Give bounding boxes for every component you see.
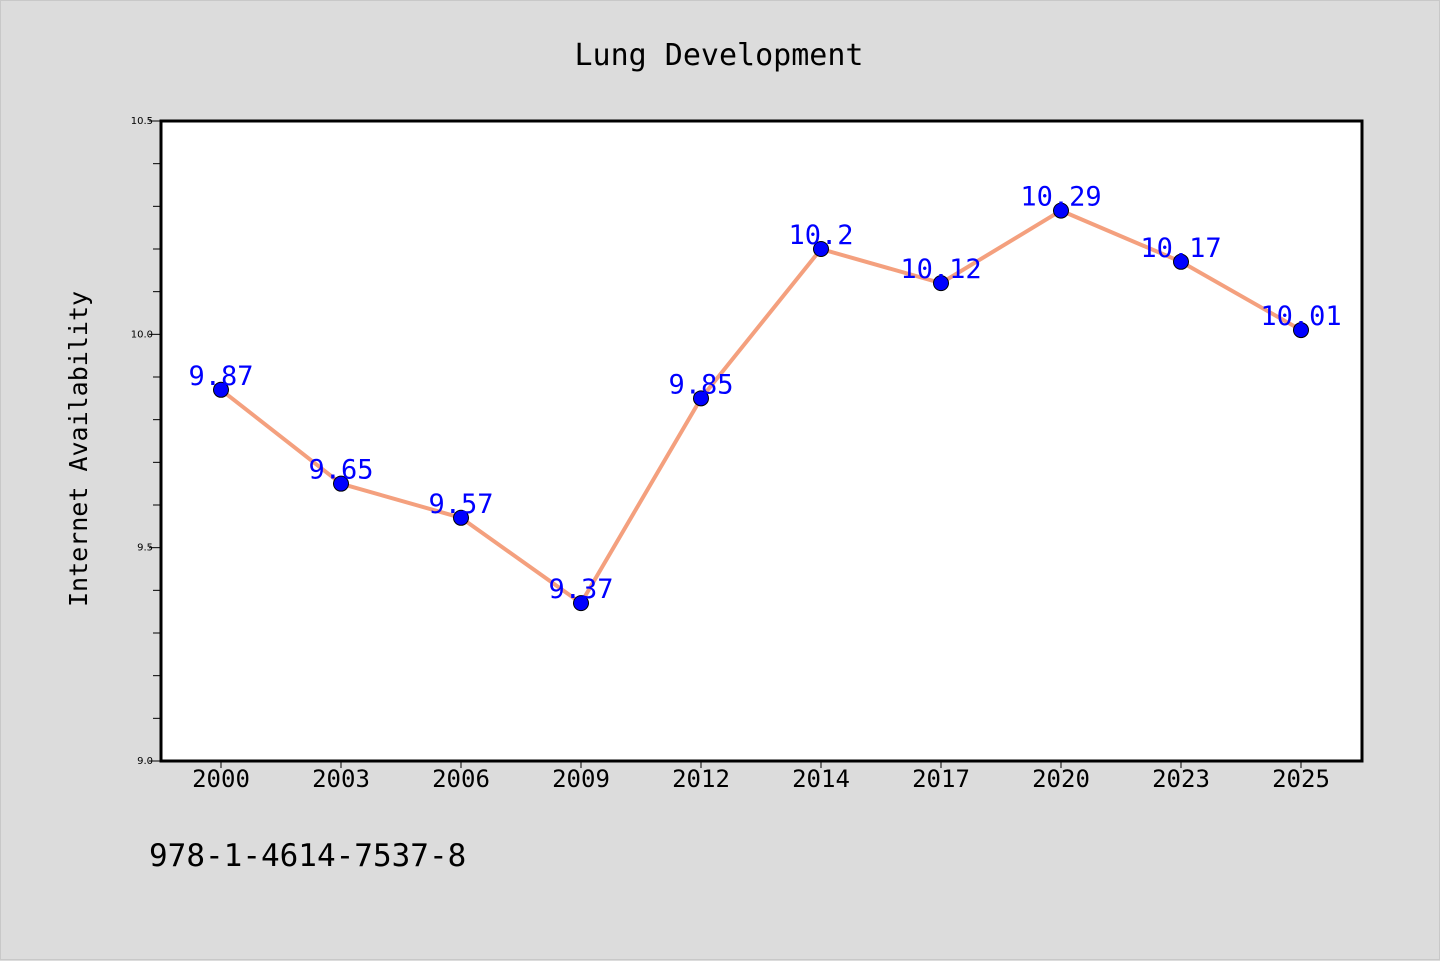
x-tick-label: 2009 <box>552 765 610 793</box>
data-label: 9.57 <box>428 489 493 520</box>
x-tick-label: 2020 <box>1032 765 1090 793</box>
plot-area <box>161 121 1362 761</box>
series-markers <box>213 202 1309 612</box>
data-label: 9.65 <box>308 455 373 486</box>
data-point <box>1173 253 1189 270</box>
y-tick-label: 9.5 <box>137 543 153 554</box>
y-tick-label: 10.5 <box>131 116 153 127</box>
data-labels: 9.87 9.65 9.57 9.37 9.85 10.2 10.12 10.29 10.17 1… <box>188 182 1341 606</box>
x-tick-label: 2006 <box>432 765 490 793</box>
data-point <box>1293 322 1309 339</box>
data-point <box>333 475 349 492</box>
data-label: 9.37 <box>548 574 613 605</box>
data-point <box>813 241 829 257</box>
data-label: 10.29 <box>1020 182 1101 213</box>
data-point <box>573 595 589 612</box>
y-tick-label: 10.0 <box>131 329 153 340</box>
data-point <box>693 390 709 407</box>
y-axis-ticks: 9.0 9.5 10.0 10.5 <box>131 116 161 767</box>
data-label: 10.01 <box>1260 301 1341 332</box>
x-tick-label: 2023 <box>1152 765 1210 793</box>
data-label: 9.87 <box>188 361 253 392</box>
data-label: 9.85 <box>668 369 733 400</box>
data-label: 10.12 <box>900 254 981 285</box>
x-tick-label: 2012 <box>672 765 730 793</box>
x-tick-label: 2000 <box>192 765 250 793</box>
x-tick-label: 2025 <box>1272 765 1330 793</box>
y-tick-label: 9.0 <box>137 756 153 767</box>
data-label: 10.2 <box>788 220 853 251</box>
data-point <box>1053 202 1069 219</box>
x-tick-label: 2017 <box>912 765 970 793</box>
data-point <box>213 381 229 398</box>
chart-title: Lung Development <box>575 38 864 73</box>
data-point <box>933 275 949 292</box>
data-label: 10.17 <box>1140 233 1221 264</box>
x-tick-label: 2014 <box>792 765 850 793</box>
isbn-text: 978-1-4614-7537-8 <box>149 838 466 874</box>
series-line <box>219 208 1303 606</box>
x-tick-label: 2003 <box>312 765 370 793</box>
x-axis-ticks: 2000 2003 2006 2009 2012 2014 2017 2020 2023 2025 <box>192 761 1330 793</box>
y-axis-label: Internet Availability <box>64 291 93 607</box>
plot-frame <box>159 119 1364 763</box>
data-point <box>453 509 469 526</box>
